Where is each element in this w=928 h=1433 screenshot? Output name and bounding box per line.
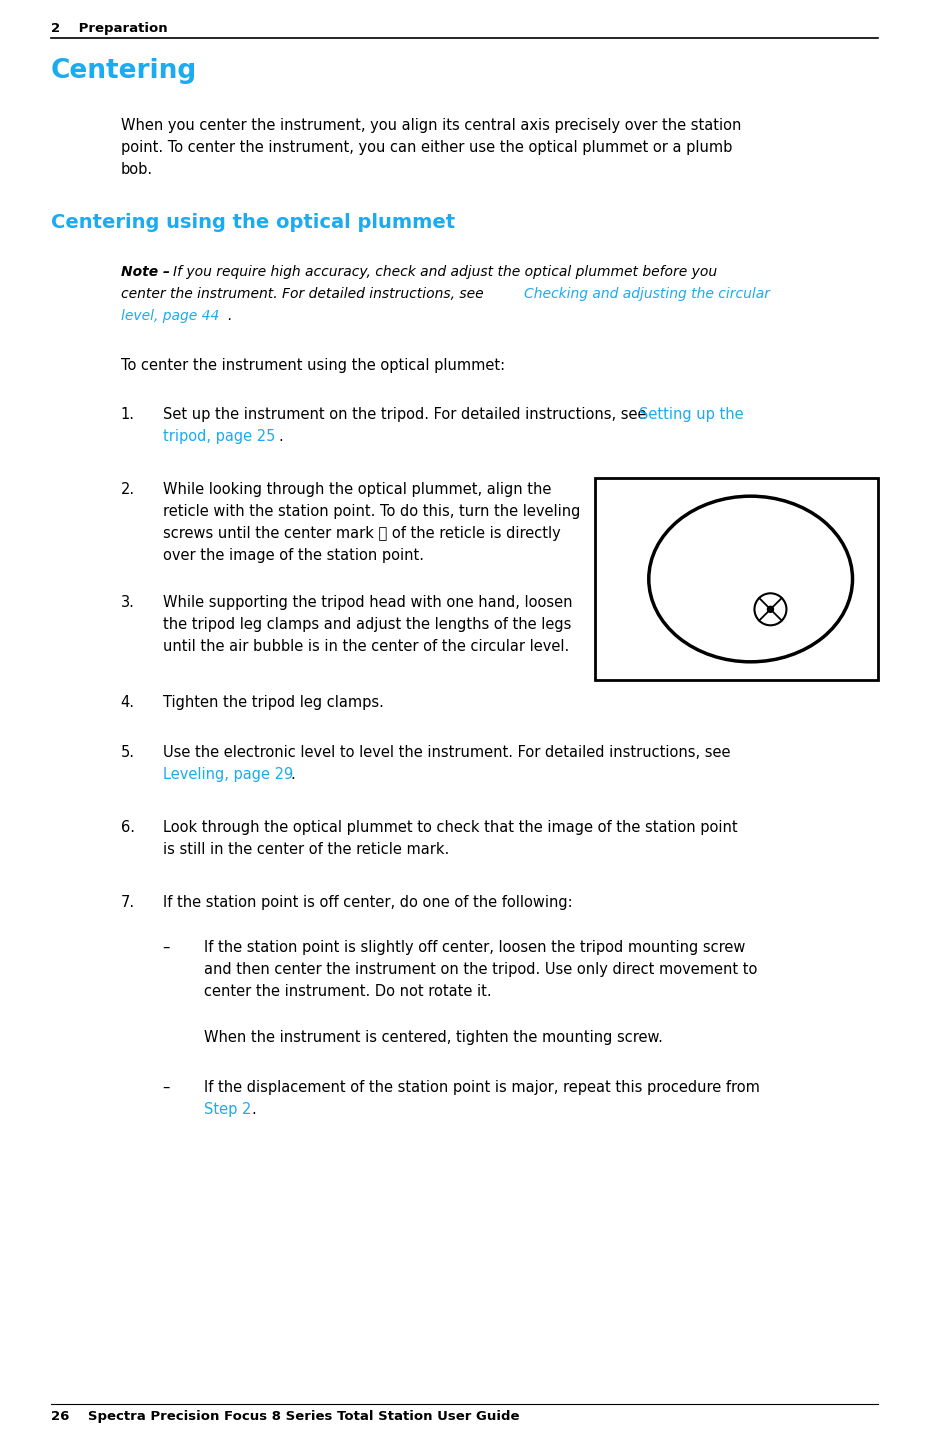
- Text: .: .: [251, 1102, 256, 1116]
- Text: .: .: [226, 310, 231, 322]
- Text: Note –: Note –: [121, 265, 174, 279]
- Text: –: –: [162, 1080, 170, 1095]
- Text: level, page 44: level, page 44: [121, 310, 219, 322]
- Text: and then center the instrument on the tripod. Use only direct movement to: and then center the instrument on the tr…: [204, 962, 757, 977]
- Text: the tripod leg clamps and adjust the lengths of the legs: the tripod leg clamps and adjust the len…: [162, 618, 571, 632]
- Text: 5.: 5.: [121, 745, 135, 759]
- Text: When the instrument is centered, tighten the mounting screw.: When the instrument is centered, tighten…: [204, 1030, 663, 1045]
- Text: 4.: 4.: [121, 695, 135, 709]
- Text: reticle with the station point. To do this, turn the leveling: reticle with the station point. To do th…: [162, 504, 579, 519]
- Text: To center the instrument using the optical plummet:: To center the instrument using the optic…: [121, 358, 504, 373]
- Text: If the station point is slightly off center, loosen the tripod mounting screw: If the station point is slightly off cen…: [204, 940, 745, 954]
- Text: While looking through the optical plummet, align the: While looking through the optical plumme…: [162, 481, 550, 497]
- Text: 1.: 1.: [121, 407, 135, 421]
- Text: Centering: Centering: [51, 57, 197, 85]
- Text: Tighten the tripod leg clamps.: Tighten the tripod leg clamps.: [162, 695, 383, 709]
- Text: tripod, page 25: tripod, page 25: [162, 428, 275, 444]
- Text: .: .: [290, 767, 295, 782]
- Text: 2    Preparation: 2 Preparation: [51, 21, 168, 34]
- Text: If the displacement of the station point is major, repeat this procedure from: If the displacement of the station point…: [204, 1080, 759, 1095]
- Text: 26    Spectra Precision Focus 8 Series Total Station User Guide: 26 Spectra Precision Focus 8 Series Tota…: [51, 1410, 519, 1423]
- Text: If you require high accuracy, check and adjust the optical plummet before you: If you require high accuracy, check and …: [173, 265, 716, 279]
- Text: center the instrument. For detailed instructions, see: center the instrument. For detailed inst…: [121, 287, 487, 301]
- Circle shape: [767, 606, 773, 612]
- Text: point. To center the instrument, you can either use the optical plummet or a plu: point. To center the instrument, you can…: [121, 140, 731, 155]
- Text: Setting up the: Setting up the: [638, 407, 742, 421]
- Text: is still in the center of the reticle mark.: is still in the center of the reticle ma…: [162, 843, 448, 857]
- Text: 6.: 6.: [121, 820, 135, 835]
- Text: .: .: [278, 428, 283, 444]
- Text: 3.: 3.: [121, 595, 135, 610]
- Text: 7.: 7.: [121, 896, 135, 910]
- Text: While supporting the tripod head with one hand, loosen: While supporting the tripod head with on…: [162, 595, 572, 610]
- Text: Checking and adjusting the circular: Checking and adjusting the circular: [523, 287, 769, 301]
- Text: Step 2: Step 2: [204, 1102, 251, 1116]
- FancyBboxPatch shape: [594, 479, 877, 681]
- Text: Use the electronic level to level the instrument. For detailed instructions, see: Use the electronic level to level the in…: [162, 745, 729, 759]
- Text: until the air bubble is in the center of the circular level.: until the air bubble is in the center of…: [162, 639, 568, 653]
- Text: Centering using the optical plummet: Centering using the optical plummet: [51, 214, 455, 232]
- Text: Set up the instrument on the tripod. For detailed instructions, see: Set up the instrument on the tripod. For…: [162, 407, 650, 421]
- Text: Look through the optical plummet to check that the image of the station point: Look through the optical plummet to chec…: [162, 820, 737, 835]
- Circle shape: [754, 593, 786, 625]
- Text: If the station point is off center, do one of the following:: If the station point is off center, do o…: [162, 896, 572, 910]
- Text: Leveling, page 29: Leveling, page 29: [162, 767, 292, 782]
- Text: screws until the center mark ⓘ of the reticle is directly: screws until the center mark ⓘ of the re…: [162, 526, 560, 542]
- Text: –: –: [162, 940, 170, 954]
- Text: 2.: 2.: [121, 481, 135, 497]
- Ellipse shape: [648, 496, 852, 662]
- Text: When you center the instrument, you align its central axis precisely over the st: When you center the instrument, you alig…: [121, 118, 741, 133]
- Text: over the image of the station point.: over the image of the station point.: [162, 547, 423, 563]
- Text: center the instrument. Do not rotate it.: center the instrument. Do not rotate it.: [204, 984, 492, 999]
- Text: bob.: bob.: [121, 162, 153, 178]
